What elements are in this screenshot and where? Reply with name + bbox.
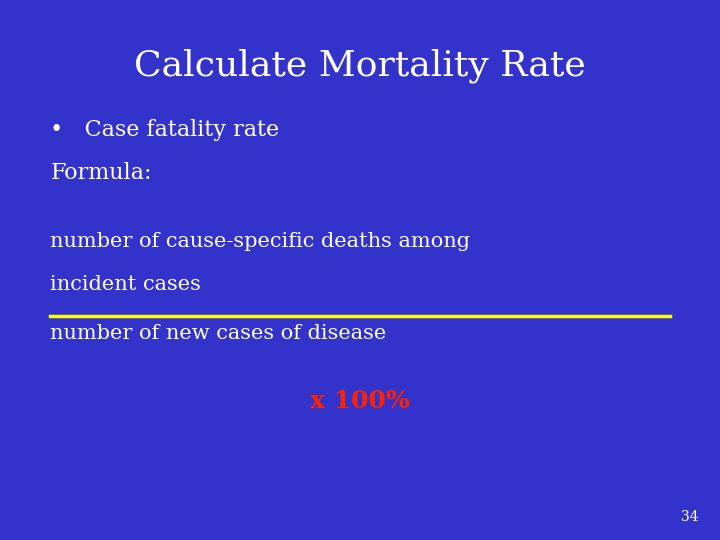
Text: number of cause-specific deaths among: number of cause-specific deaths among [50, 232, 470, 251]
Text: Calculate Mortality Rate: Calculate Mortality Rate [134, 49, 586, 83]
Text: incident cases: incident cases [50, 275, 202, 294]
Text: •   Case fatality rate: • Case fatality rate [50, 119, 279, 141]
Text: Formula:: Formula: [50, 162, 152, 184]
Text: x 100%: x 100% [310, 389, 410, 413]
Text: 34: 34 [681, 510, 698, 524]
Text: number of new cases of disease: number of new cases of disease [50, 324, 387, 343]
